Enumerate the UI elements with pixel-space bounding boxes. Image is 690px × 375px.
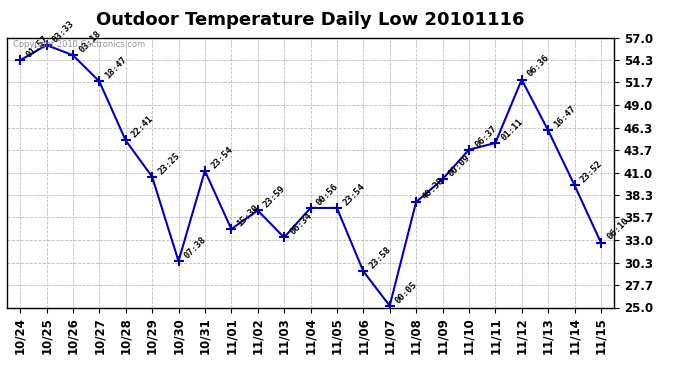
Text: 15:30: 15:30 <box>235 203 261 228</box>
Text: Copyright 2010 Cactronics.com: Copyright 2010 Cactronics.com <box>13 40 145 49</box>
Text: 06:10: 06:10 <box>605 216 631 242</box>
Text: 23:58: 23:58 <box>368 245 393 270</box>
Text: 06:37: 06:37 <box>473 124 498 149</box>
Text: 23:59: 23:59 <box>262 184 287 210</box>
Text: 16:47: 16:47 <box>552 104 578 129</box>
Text: 23:54: 23:54 <box>209 145 235 170</box>
Text: 40:38: 40:38 <box>420 176 446 201</box>
Text: 03:33: 03:33 <box>50 19 76 44</box>
Text: 18:47: 18:47 <box>104 55 129 81</box>
Text: 06:34: 06:34 <box>288 211 314 237</box>
Text: 23:25: 23:25 <box>156 151 181 176</box>
Text: 00:09: 00:09 <box>446 153 472 178</box>
Text: 23:52: 23:52 <box>579 159 604 184</box>
Text: 01:57: 01:57 <box>24 34 50 60</box>
Text: 06:36: 06:36 <box>526 54 551 79</box>
Text: 01:11: 01:11 <box>500 117 525 142</box>
Text: 23:54: 23:54 <box>341 182 366 207</box>
Text: Outdoor Temperature Daily Low 20101116: Outdoor Temperature Daily Low 20101116 <box>96 11 525 29</box>
Text: 22:41: 22:41 <box>130 114 155 140</box>
Text: 00:56: 00:56 <box>315 182 340 207</box>
Text: 07:38: 07:38 <box>183 235 208 260</box>
Text: 03:18: 03:18 <box>77 29 102 54</box>
Text: 00:05: 00:05 <box>394 280 420 305</box>
